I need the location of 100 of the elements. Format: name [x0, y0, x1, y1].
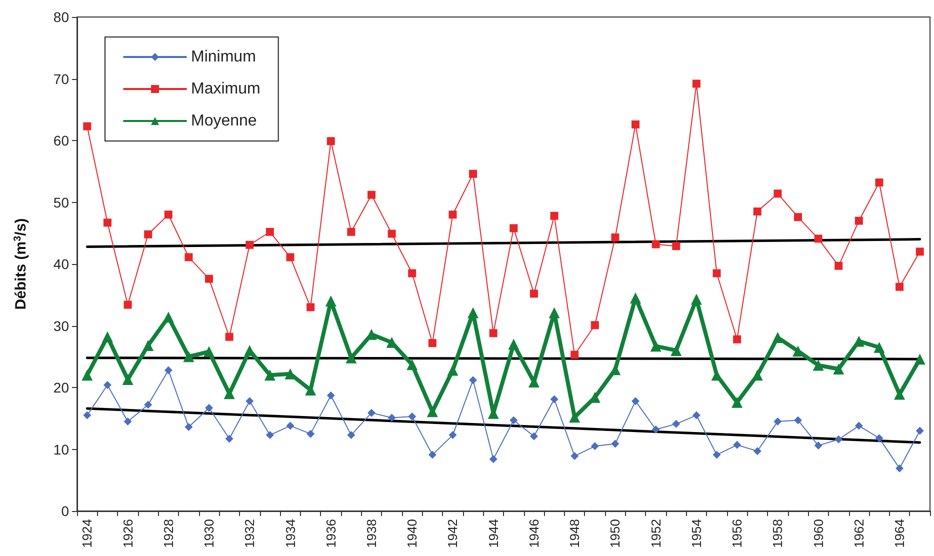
point — [264, 370, 276, 381]
point — [388, 230, 396, 238]
point — [670, 344, 682, 356]
point — [916, 248, 924, 256]
point — [854, 422, 863, 430]
point — [82, 370, 93, 381]
y-tick-label: 70 — [53, 70, 70, 87]
point — [184, 423, 193, 432]
point — [326, 137, 335, 146]
point — [388, 414, 396, 422]
point — [184, 253, 193, 262]
point — [590, 321, 599, 330]
point — [164, 366, 172, 374]
legend-label: Moyenne — [191, 112, 257, 130]
point — [326, 392, 335, 400]
point — [408, 269, 416, 278]
x-tick-label: 1942 — [445, 519, 460, 548]
point — [225, 434, 234, 443]
point — [122, 374, 134, 385]
x-tick-label: 1946 — [526, 519, 542, 548]
point — [468, 307, 479, 318]
point — [347, 228, 356, 236]
point — [124, 417, 132, 426]
point — [753, 447, 762, 456]
point — [306, 303, 315, 312]
point — [426, 406, 438, 418]
point — [772, 332, 784, 343]
y-tick-label: 60 — [53, 132, 70, 148]
y-axis-title: Débits (m3/s) — [12, 218, 30, 310]
point — [794, 416, 802, 424]
point — [875, 434, 884, 442]
point — [508, 338, 520, 350]
point — [469, 376, 478, 384]
x-tick-label: 1958 — [770, 519, 786, 548]
point — [510, 416, 518, 424]
x-tick-label: 1928 — [160, 519, 176, 548]
point — [812, 360, 824, 371]
point — [204, 346, 215, 358]
x-tick-label: 1954 — [688, 519, 704, 548]
point — [814, 442, 822, 450]
point — [408, 412, 416, 421]
y-tick-label: 80 — [53, 9, 70, 25]
point — [447, 364, 458, 376]
point — [630, 292, 642, 304]
point — [246, 397, 254, 406]
point — [367, 408, 376, 417]
x-tick-label: 1926 — [120, 519, 136, 548]
point — [144, 230, 152, 238]
point — [325, 296, 336, 307]
point — [914, 354, 926, 365]
y-tick-label: 50 — [53, 194, 70, 210]
x-tick-label: 1950 — [608, 519, 623, 548]
point — [874, 342, 885, 353]
point — [286, 253, 294, 262]
x-tick-label: 1936 — [323, 519, 338, 548]
point — [650, 340, 662, 352]
point — [286, 422, 294, 430]
point — [733, 335, 742, 344]
point — [205, 404, 214, 412]
x-tick-label: 1956 — [730, 519, 745, 548]
point — [83, 411, 92, 420]
x-tick-label: 1924 — [80, 519, 95, 548]
point — [570, 452, 579, 460]
point — [246, 240, 254, 249]
point — [225, 332, 234, 341]
point — [896, 282, 904, 291]
point — [266, 431, 274, 440]
x-tick-label: 1962 — [851, 519, 866, 548]
point — [510, 224, 518, 232]
point — [103, 381, 112, 390]
y-tick-label: 10 — [53, 441, 70, 458]
point — [550, 395, 558, 404]
point — [753, 208, 762, 216]
x-tick-label: 1930 — [202, 519, 217, 548]
point — [916, 426, 924, 435]
point — [611, 440, 620, 448]
point — [142, 340, 154, 352]
point — [448, 431, 457, 440]
point — [875, 178, 884, 186]
y-tick-label: 40 — [53, 256, 70, 272]
point — [469, 170, 478, 178]
point — [794, 213, 802, 222]
y-tick-label: 0 — [61, 503, 70, 519]
point — [834, 262, 843, 270]
point — [894, 388, 906, 400]
point — [103, 218, 112, 227]
point — [550, 212, 558, 220]
point — [367, 190, 376, 199]
point — [732, 396, 743, 408]
point — [102, 331, 113, 342]
point — [834, 435, 843, 444]
point — [124, 300, 132, 309]
point — [774, 190, 782, 198]
point — [347, 431, 356, 440]
legend-label: Minimum — [191, 48, 256, 66]
x-tick-label: 1960 — [810, 519, 826, 548]
point — [144, 400, 152, 409]
point — [164, 210, 172, 219]
point — [712, 450, 721, 459]
point — [266, 228, 274, 236]
